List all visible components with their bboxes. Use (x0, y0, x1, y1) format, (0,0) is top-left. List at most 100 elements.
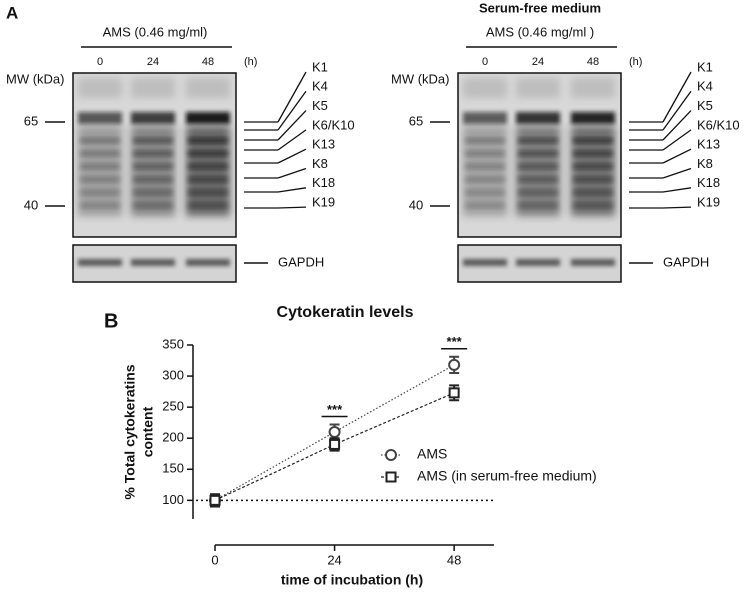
band (516, 112, 560, 124)
band (573, 151, 613, 156)
band-label: K4 (697, 79, 713, 94)
y-axis-label: content (140, 406, 156, 457)
legend-marker (385, 449, 397, 461)
time-label: 24 (532, 56, 544, 68)
legend-label: AMS (417, 446, 447, 462)
gapdh-band (571, 259, 615, 266)
band (80, 203, 120, 208)
time-label: 0 (482, 56, 488, 68)
band (133, 190, 173, 195)
band (80, 177, 120, 182)
panel-label: A (6, 3, 18, 22)
band-label: K18 (312, 175, 335, 190)
band (573, 138, 613, 143)
leader (662, 206, 692, 209)
band-label: K19 (312, 195, 335, 210)
band (465, 177, 505, 182)
band (188, 203, 228, 208)
chart-title: Cytokeratin levels (277, 304, 414, 321)
band (133, 164, 173, 169)
band (571, 112, 615, 124)
y-tick-label: 250 (162, 399, 184, 414)
significance-label: *** (327, 402, 343, 417)
band-label: K6/K10 (697, 117, 740, 132)
band-label: K8 (697, 156, 713, 171)
band-label: K19 (697, 195, 720, 210)
band-label: K4 (312, 79, 328, 94)
band (573, 203, 613, 208)
band (186, 112, 230, 124)
band (573, 177, 613, 182)
legend-marker (385, 471, 397, 483)
marker (209, 494, 221, 506)
gapdh-band (463, 259, 507, 266)
leader (277, 110, 307, 141)
marker (448, 387, 460, 399)
band (80, 190, 120, 195)
leader (662, 90, 692, 131)
y-tick-label: 100 (162, 492, 184, 507)
leader (277, 187, 307, 193)
band (465, 138, 505, 143)
mw-marker: 40 (24, 197, 38, 212)
time-label: 24 (147, 56, 159, 68)
band (131, 112, 175, 124)
panel-label: B (104, 310, 118, 332)
y-tick-label: 350 (162, 336, 184, 351)
band (465, 190, 505, 195)
band (518, 138, 558, 143)
y-tick-label: 300 (162, 368, 184, 383)
mw-marker: 65 (409, 113, 423, 128)
band (465, 164, 505, 169)
band (133, 177, 173, 182)
leader (662, 110, 692, 141)
x-tick-label: 48 (447, 552, 461, 567)
loading-control: GAPDH (663, 254, 709, 269)
band-label: K5 (697, 98, 713, 113)
y-tick-label: 150 (162, 461, 184, 476)
band-label: K13 (697, 137, 720, 152)
band (463, 112, 507, 124)
mw-marker: 65 (24, 113, 38, 128)
mw-label: MW (kDa) (391, 71, 450, 86)
band (188, 164, 228, 169)
blot-image (458, 73, 621, 237)
condition-label: Serum-free medium (479, 0, 601, 15)
band-label: K5 (312, 98, 328, 113)
band (188, 177, 228, 182)
band (131, 78, 175, 98)
leader (277, 90, 307, 131)
band (516, 78, 560, 98)
band (78, 112, 122, 124)
band (518, 151, 558, 156)
band (465, 203, 505, 208)
gapdh-band (516, 259, 560, 266)
band (573, 190, 613, 195)
y-axis-label: % Total cytokeratins (122, 364, 138, 499)
x-tick-label: 24 (327, 552, 341, 567)
leader (277, 129, 307, 151)
band (518, 164, 558, 169)
legend-label: AMS (in serum-free medium) (417, 468, 597, 484)
band-label: K1 (697, 59, 713, 74)
band (133, 151, 173, 156)
leader (662, 167, 692, 179)
leader (277, 71, 307, 123)
treatment-label: AMS (0.46 mg/ml ) (486, 24, 594, 39)
blot-frame (457, 72, 622, 238)
band (133, 138, 173, 143)
band-label: K13 (312, 137, 335, 152)
band (186, 78, 230, 98)
significance-label: *** (447, 334, 463, 349)
loading-control: GAPDH (278, 254, 324, 269)
time-label: 48 (587, 56, 599, 68)
band-label: K18 (697, 175, 720, 190)
band-label: K8 (312, 156, 328, 171)
band (518, 177, 558, 182)
marker (329, 438, 341, 450)
time-unit: (h) (244, 56, 257, 68)
leader (662, 148, 692, 164)
band (573, 164, 613, 169)
time-label: 48 (202, 56, 214, 68)
